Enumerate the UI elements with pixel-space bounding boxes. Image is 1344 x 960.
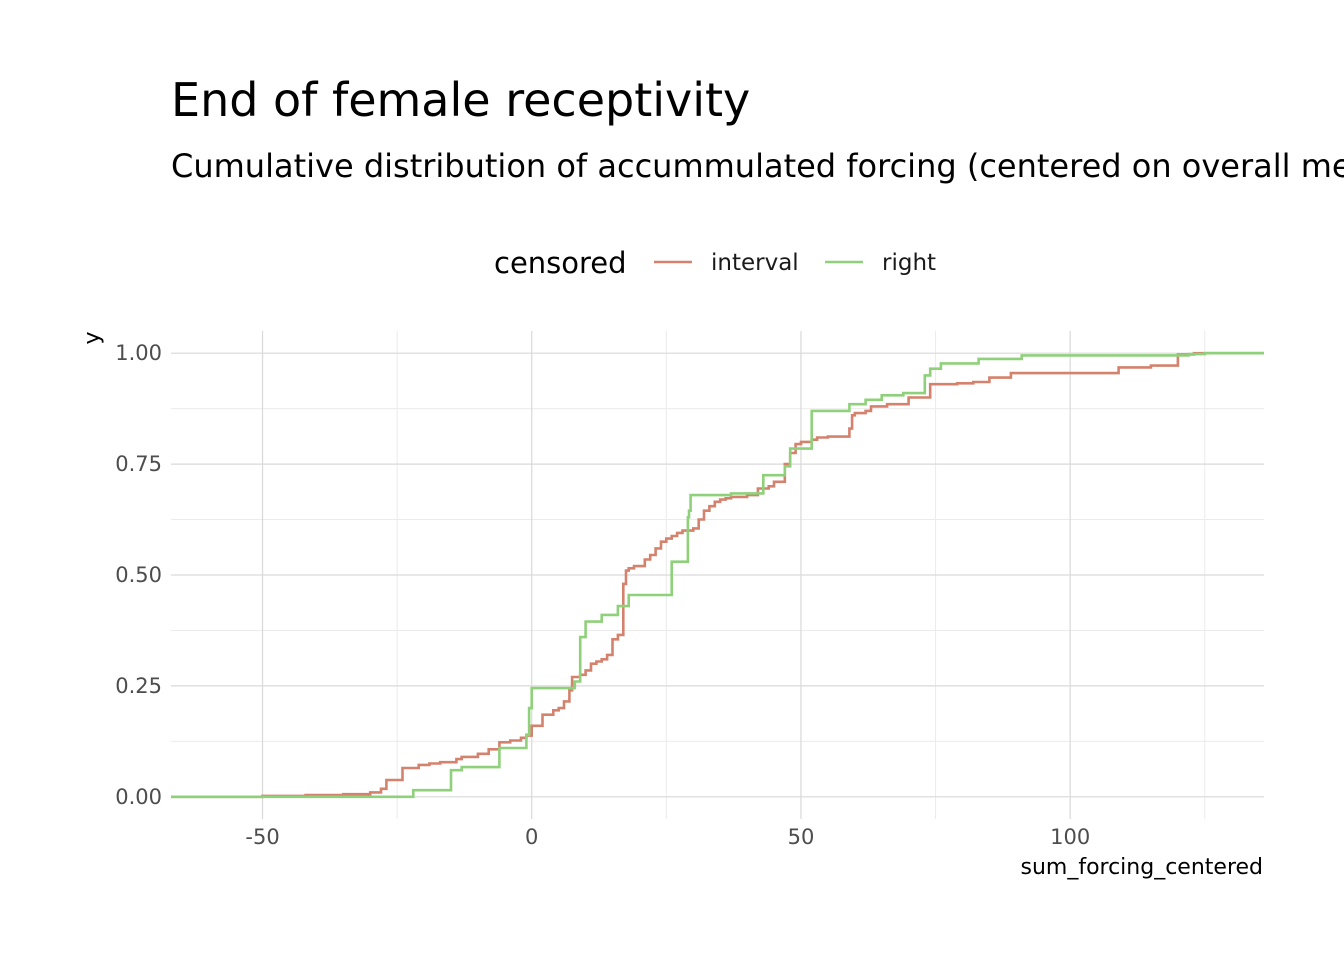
series-line-interval [171, 351, 1264, 799]
y-tick-label: 0.75 [115, 452, 162, 476]
legend-label-interval: interval [711, 250, 799, 276]
y-tick-label: 0.50 [115, 563, 162, 587]
legend-label-right: right [882, 250, 936, 276]
x-axis-title: sum_forcing_centered [1020, 855, 1263, 880]
legend: censored interval right [494, 246, 936, 280]
legend-title: censored [494, 246, 627, 280]
series-line-right [171, 351, 1264, 799]
x-tick-label: 0 [525, 825, 538, 849]
series-layer [171, 351, 1264, 799]
grid [171, 331, 1264, 819]
y-tick-label: 0.25 [115, 674, 162, 698]
y-axis-title: y [80, 331, 105, 344]
axis-ticks: -50 0 50 100 0.00 0.25 0.50 0.75 1.00 [115, 341, 1090, 849]
y-tick-label: 0.00 [115, 785, 162, 809]
chart-title: End of female receptivity [171, 73, 750, 127]
x-tick-label: -50 [245, 825, 279, 849]
chart-subtitle: Cumulative distribution of accummulated … [171, 147, 1344, 185]
x-tick-label: 100 [1050, 825, 1090, 849]
y-tick-label: 1.00 [115, 341, 162, 365]
x-tick-label: 50 [788, 825, 815, 849]
